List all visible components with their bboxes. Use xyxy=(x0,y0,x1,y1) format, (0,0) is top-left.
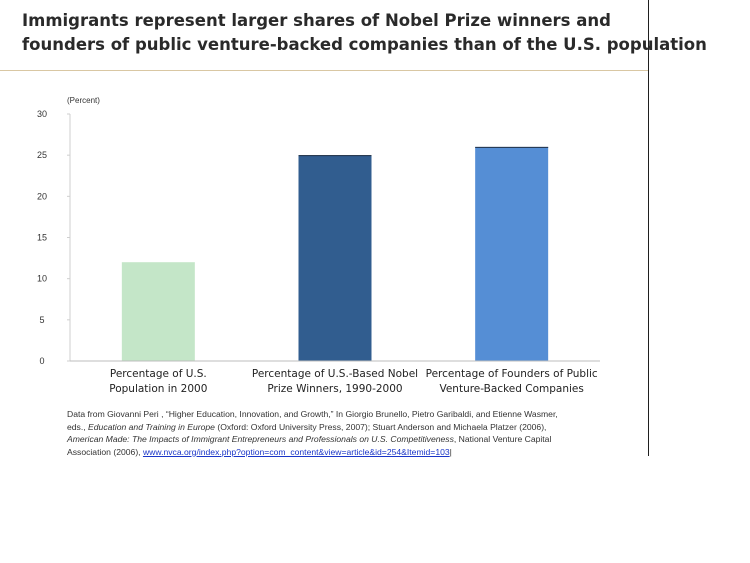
y-tick-label: 5 xyxy=(39,315,44,325)
x-category-label-2-line-1: Percentage of U.S.-Based Nobel xyxy=(252,368,418,380)
y-tick-label: 10 xyxy=(37,274,47,284)
source-line-4: Association (2006), www.nvca.org/index.p… xyxy=(67,446,627,459)
bar-chart: (Percent) 0 5 10 15 20 25 30 Percentage of U.S. P… xyxy=(37,96,600,395)
source-line-3-end: , National Venture Capital xyxy=(453,434,552,444)
source-line-2-start: eds., xyxy=(67,421,89,432)
text-cursor: | xyxy=(449,446,452,457)
y-tick-label: 20 xyxy=(37,191,47,201)
bar-1 xyxy=(121,262,195,361)
y-tick-label: 25 xyxy=(37,150,47,160)
x-category-label-1-line-2: Population in 2000 xyxy=(109,383,207,395)
chart-title-line-1: Immigrants represent larger shares of No… xyxy=(22,11,611,30)
x-category-label-2-line-2: Prize Winners, 1990-2000 xyxy=(267,383,402,395)
y-axis-label: (Percent) xyxy=(67,96,100,105)
chart-title-line-2: founders of public venture-backed compan… xyxy=(22,35,707,54)
title-divider xyxy=(0,70,648,71)
y-tick-label: 30 xyxy=(37,109,47,119)
source-line-1: Data from Giovanni Peri , “Higher Educat… xyxy=(67,409,558,419)
x-category-label-3-line-1: Percentage of Founders of Public xyxy=(426,368,598,380)
source-note: Data from Giovanni Peri , “Higher Educat… xyxy=(67,408,627,458)
source-line-3: American Made: The Impacts of Immigrant … xyxy=(67,433,627,446)
source-line-2: eds., Education and Training in Europe (… xyxy=(67,421,627,434)
chart-title: Immigrants represent larger shares of No… xyxy=(22,9,707,57)
bar-3 xyxy=(475,146,549,361)
y-tick-label: 0 xyxy=(39,356,44,366)
source-line-4-start: Association (2006), xyxy=(67,446,143,457)
source-report-title: American Made: The Impacts of Immigrant … xyxy=(67,434,454,444)
source-link[interactable]: www.nvca.org/index.php?option=com_conten… xyxy=(142,446,450,457)
x-category-label-1-line-1: Percentage of U.S. xyxy=(110,368,207,380)
bar-2 xyxy=(298,155,372,361)
y-tick-label: 15 xyxy=(37,233,47,243)
source-book-title: Education and Training in Europe xyxy=(88,421,215,432)
source-line-2-end: (Oxford: Oxford University Press, 2007);… xyxy=(214,421,547,432)
x-category-label-3-line-2: Venture-Backed Companies xyxy=(439,383,583,395)
content-panel: Immigrants represent larger shares of No… xyxy=(0,0,707,458)
